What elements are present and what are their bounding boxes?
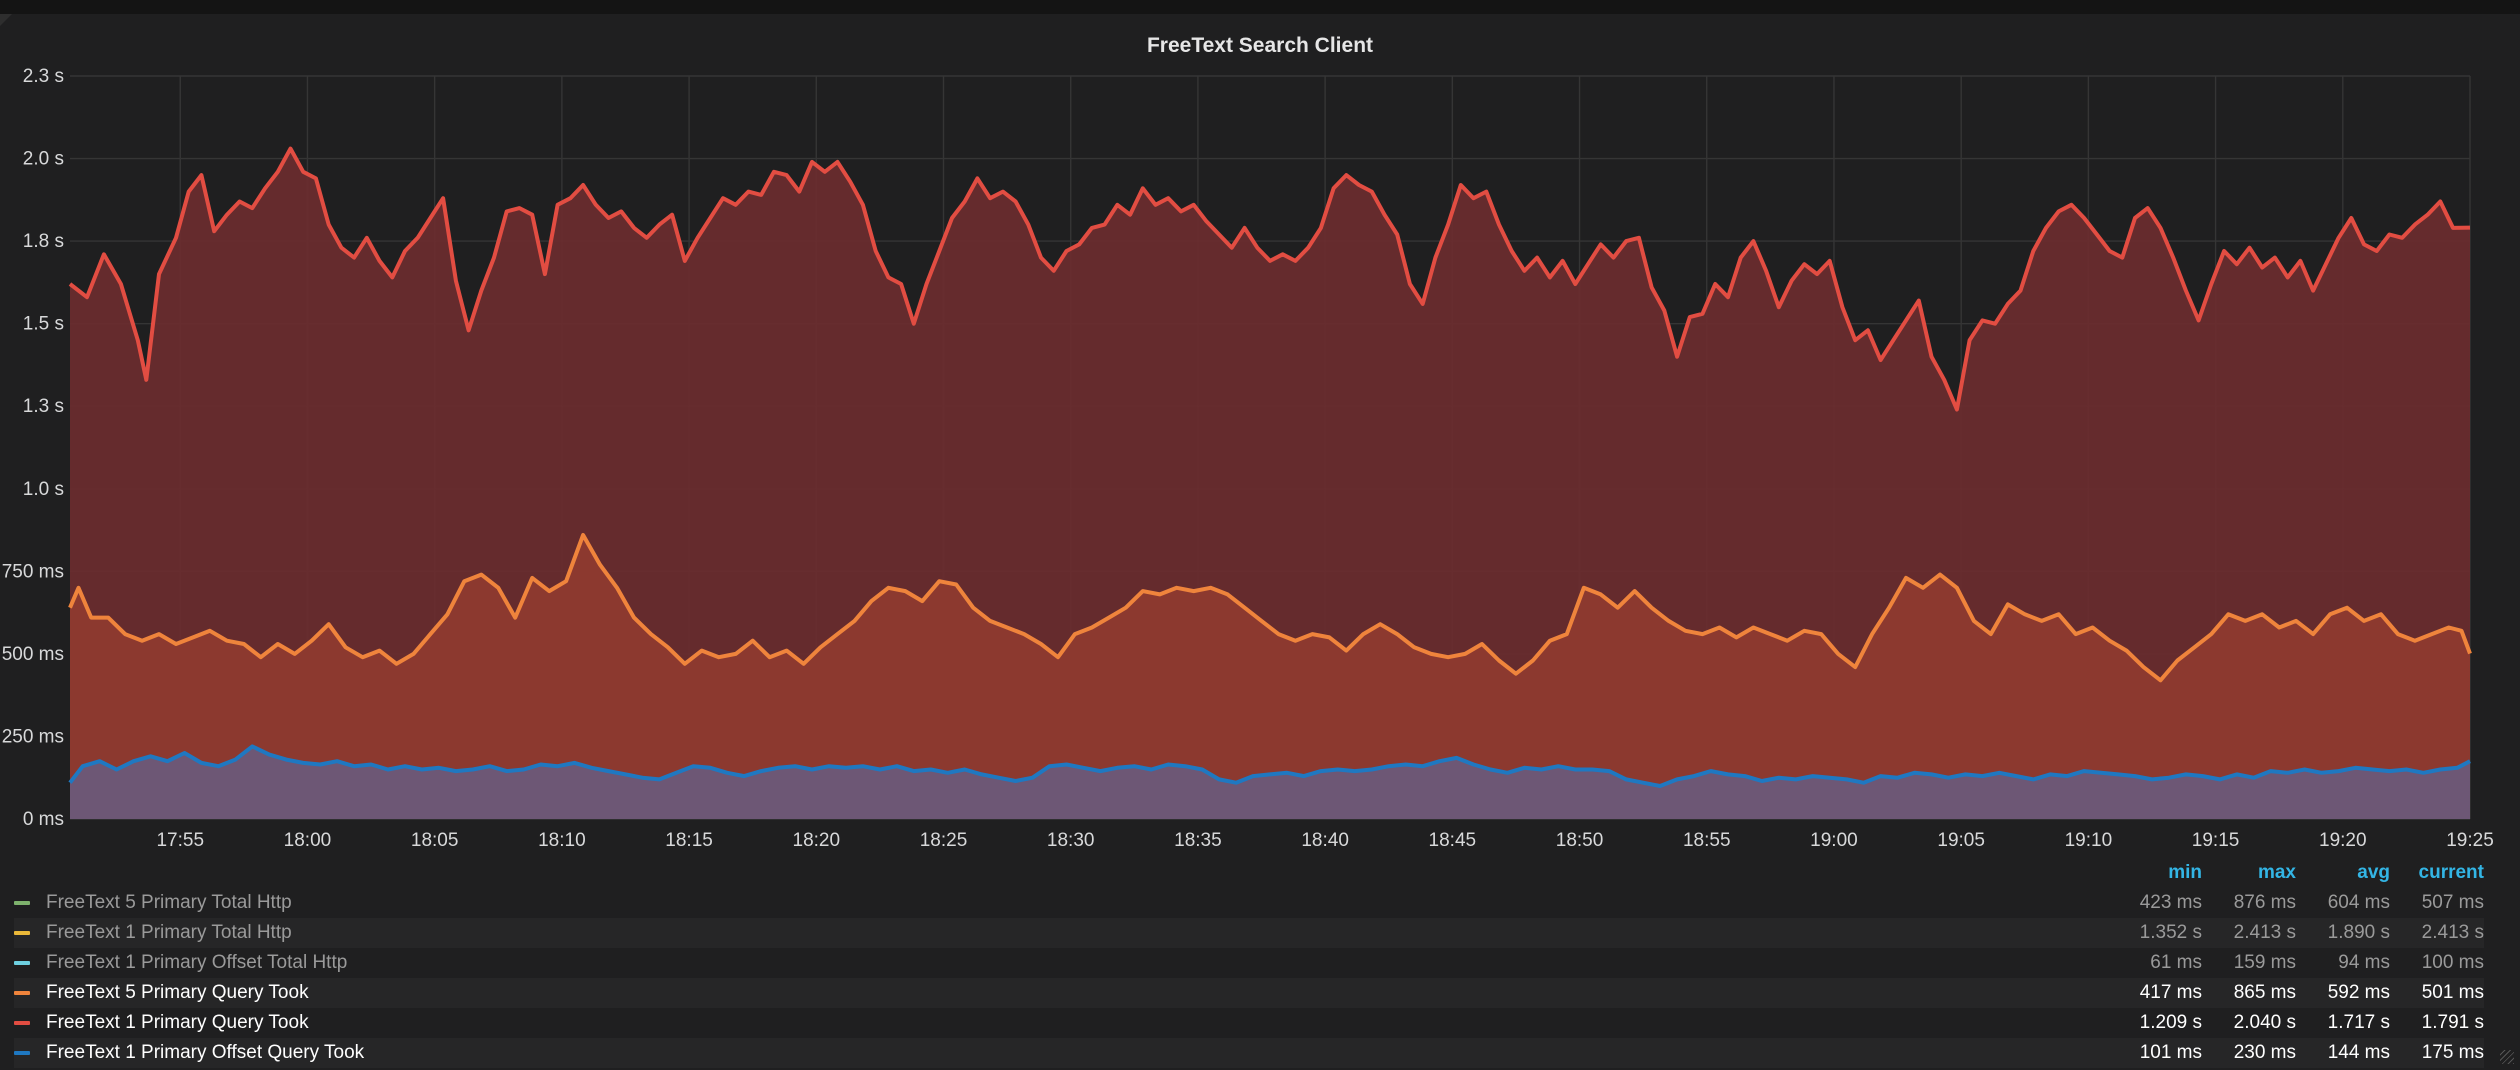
panel-menu-corner[interactable]	[0, 14, 12, 26]
legend-series-color-icon[interactable]	[14, 991, 30, 995]
x-tick-label: 18:25	[920, 830, 968, 851]
legend-header-avg[interactable]: avg	[2357, 862, 2390, 883]
y-tick-label: 0 ms	[23, 809, 64, 830]
y-tick-label: 750 ms	[2, 561, 64, 582]
legend-row[interactable]: FreeText 1 Primary Total Http 1.352 s 2.41…	[14, 918, 2484, 948]
x-axis: 17:55 18:00 18:05 18:10 18:15 18:20 18:25 18:30…	[156, 830, 2493, 851]
x-tick-label: 18:30	[1047, 830, 1095, 851]
series-line-0[interactable]	[68, 146, 2471, 412]
y-tick-label: 1.3 s	[23, 396, 64, 417]
y-tick-label: 2.3 s	[23, 66, 64, 87]
y-tick-label: 2.0 s	[23, 149, 64, 170]
x-tick-label: 18:50	[1556, 830, 1604, 851]
legend-series-name[interactable]: FreeText 1 Primary Offset Query Took	[46, 1042, 365, 1063]
legend-value-min: 1.352 s	[2139, 922, 2202, 943]
legend-value-max: 2.040 s	[2233, 1012, 2296, 1033]
legend-header-min[interactable]: min	[2168, 862, 2202, 883]
legend-value-avg: 592 ms	[2327, 982, 2390, 1003]
x-tick-label: 17:55	[156, 830, 204, 851]
legend-rows: FreeText 5 Primary Total Http 423 ms 876 m…	[14, 888, 2484, 1068]
legend-value-avg: 144 ms	[2327, 1042, 2390, 1063]
x-tick-label: 18:05	[411, 830, 459, 851]
x-tick-label: 19:25	[2446, 830, 2494, 851]
y-tick-label: 500 ms	[2, 644, 64, 665]
legend-series-name[interactable]: FreeText 5 Primary Total Http	[46, 892, 292, 913]
series-area-1	[70, 535, 2470, 819]
legend-row[interactable]: FreeText 5 Primary Total Http 423 ms 876 m…	[14, 888, 2484, 918]
legend-header-current[interactable]: current	[2418, 862, 2484, 883]
y-tick-label: 250 ms	[2, 726, 64, 747]
legend-series-name[interactable]: FreeText 1 Primary Offset Total Http	[46, 952, 348, 973]
legend-value-current: 2.413 s	[2421, 922, 2484, 943]
legend-value-min: 417 ms	[2139, 982, 2202, 1003]
y-tick-label: 1.5 s	[23, 314, 64, 335]
x-tick-label: 18:00	[284, 830, 332, 851]
legend-value-max: 230 ms	[2233, 1042, 2296, 1063]
legend-header: min max avg current	[14, 858, 2484, 888]
legend-value-current: 175 ms	[2421, 1042, 2484, 1063]
x-tick-label: 18:40	[1301, 830, 1349, 851]
legend-series-color-icon[interactable]	[14, 901, 30, 905]
legend-value-avg: 1.890 s	[2327, 922, 2390, 943]
x-tick-label: 19:00	[1810, 830, 1858, 851]
x-tick-label: 19:15	[2192, 830, 2240, 851]
legend-value-min: 61 ms	[2150, 952, 2202, 973]
legend-row[interactable]: FreeText 1 Primary Offset Total Http 61 m…	[14, 948, 2484, 978]
legend-value-max: 2.413 s	[2233, 922, 2296, 943]
series-line-1[interactable]	[68, 533, 2472, 683]
legend-table: min max avg current FreeText 5 Primary T…	[14, 858, 2484, 1068]
legend-row[interactable]: FreeText 5 Primary Query Took 417 ms 865 m…	[14, 978, 2484, 1008]
panel-title[interactable]: FreeText Search Client	[1146, 34, 1374, 57]
x-tick-label: 19:05	[1937, 830, 1985, 851]
legend-value-max: 876 ms	[2233, 892, 2296, 913]
legend-value-current: 501 ms	[2421, 982, 2484, 1003]
y-axis: 0 ms 250 ms 500 ms 750 ms 1.0 s 1.3 s 1.5 s 1.8…	[2, 66, 64, 830]
legend-row[interactable]: FreeText 1 Primary Offset Query Took 101 …	[14, 1038, 2484, 1068]
legend-value-current: 100 ms	[2421, 952, 2484, 973]
time-series-chart[interactable]: 0 ms 250 ms 500 ms 750 ms 1.0 s 1.3 s 1.5 s 1.8…	[0, 14, 2520, 864]
x-tick-label: 18:55	[1683, 830, 1731, 851]
x-tick-label: 18:45	[1429, 830, 1477, 851]
x-tick-label: 18:10	[538, 830, 586, 851]
legend-value-max: 865 ms	[2233, 982, 2296, 1003]
legend-value-current: 507 ms	[2421, 892, 2484, 913]
x-tick-label: 18:20	[793, 830, 841, 851]
legend-value-min: 423 ms	[2139, 892, 2202, 913]
legend-value-avg: 94 ms	[2338, 952, 2390, 973]
series-lines	[68, 146, 2472, 788]
legend-value-max: 159 ms	[2233, 952, 2296, 973]
legend-value-current: 1.791 s	[2421, 1012, 2484, 1033]
legend-value-avg: 604 ms	[2327, 892, 2390, 913]
series-line-2[interactable]	[68, 744, 2471, 788]
legend-series-color-icon[interactable]	[14, 961, 30, 965]
legend-series-color-icon[interactable]	[14, 1021, 30, 1025]
x-tick-label: 19:20	[2319, 830, 2367, 851]
x-tick-label: 18:15	[665, 830, 713, 851]
y-tick-label: 1.0 s	[23, 479, 64, 500]
legend-row[interactable]: FreeText 1 Primary Query Took 1.209 s 2.04…	[14, 1008, 2484, 1038]
legend-value-min: 1.209 s	[2139, 1012, 2202, 1033]
x-tick-label: 19:10	[2065, 830, 2113, 851]
legend-series-color-icon[interactable]	[14, 1051, 30, 1055]
y-tick-label: 1.8 s	[23, 231, 64, 252]
legend-series-name[interactable]: FreeText 1 Primary Total Http	[46, 922, 292, 943]
resize-handle-icon[interactable]	[2500, 1050, 2514, 1064]
legend-header-max[interactable]: max	[2257, 862, 2296, 883]
legend-value-avg: 1.717 s	[2327, 1012, 2390, 1033]
x-tick-label: 18:35	[1174, 830, 1222, 851]
legend-series-color-icon[interactable]	[14, 931, 30, 935]
legend-series-name[interactable]: FreeText 1 Primary Query Took	[46, 1012, 309, 1033]
legend-value-min: 101 ms	[2139, 1042, 2202, 1063]
series-area-2	[70, 746, 2470, 819]
legend-series-name[interactable]: FreeText 5 Primary Query Took	[46, 982, 309, 1003]
